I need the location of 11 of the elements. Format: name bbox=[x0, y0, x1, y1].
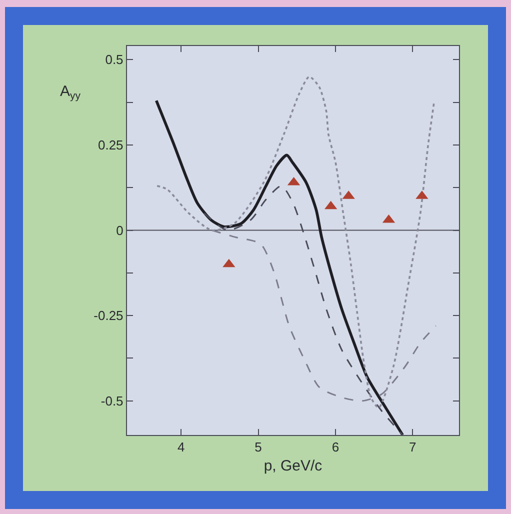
x-axis-title: p, GeV/c bbox=[264, 458, 323, 475]
y-tick-label: -0.5 bbox=[100, 393, 124, 408]
y-tick-label: 0.5 bbox=[105, 52, 124, 68]
y-axis-title: A$_{yy}$ bbox=[60, 83, 82, 102]
y-tick-label: 0.25 bbox=[98, 138, 124, 153]
y-tick-label: -0.25 bbox=[94, 308, 124, 324]
x-tick-label: 7 bbox=[409, 440, 416, 455]
x-tick-label: 6 bbox=[332, 440, 340, 455]
x-tick-label: 4 bbox=[177, 440, 185, 455]
y-tick-label: 0 bbox=[116, 222, 124, 238]
x-tick-label: 5 bbox=[254, 440, 262, 455]
